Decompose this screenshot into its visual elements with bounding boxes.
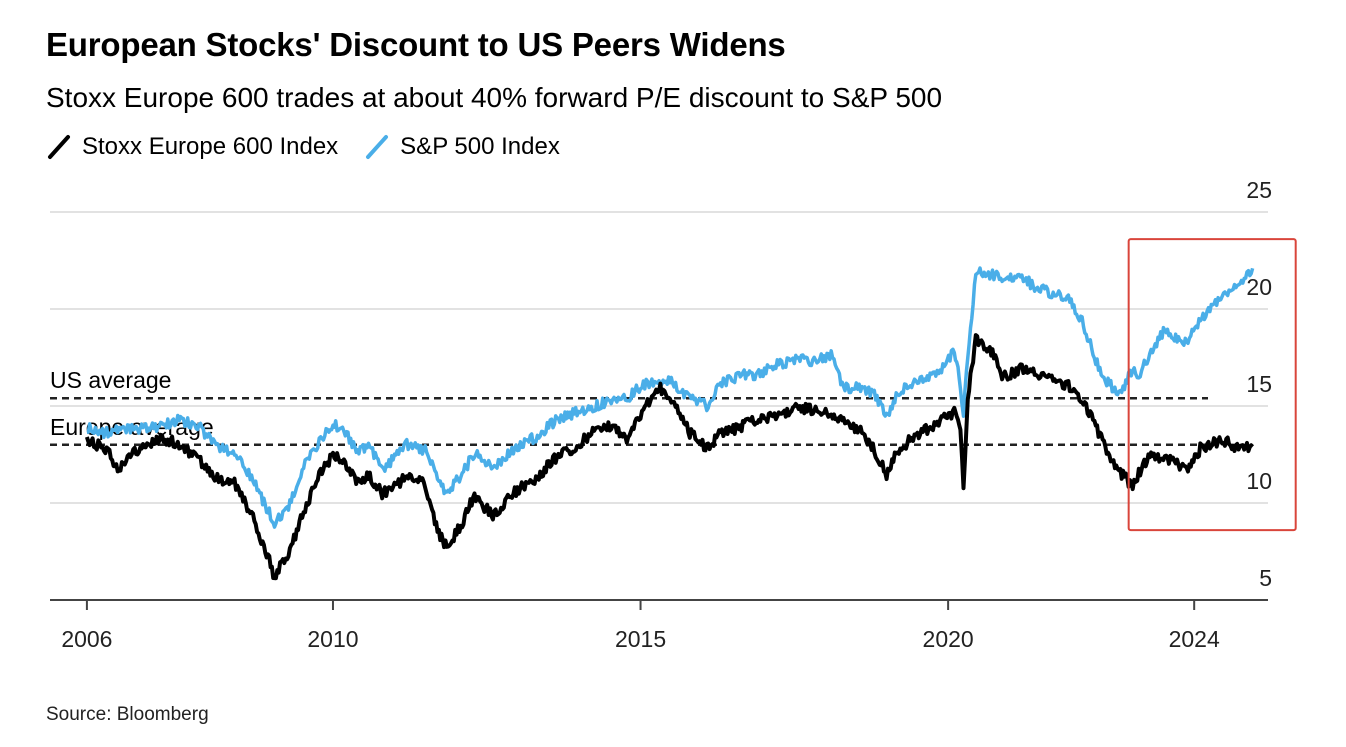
x-tick-label-2010: 2010: [307, 626, 358, 652]
reference-label-0: US average: [50, 367, 171, 393]
x-tick-label-2024: 2024: [1169, 626, 1220, 652]
y-tick-label-5: 5: [1259, 565, 1272, 591]
grid-lines: [50, 211, 1268, 504]
axes: 5 10 15 20 25 2006 2010 2015 2020 2024: [50, 177, 1272, 652]
x-tick-label-2020: 2020: [923, 626, 974, 652]
x-tick-label-2015: 2015: [615, 626, 666, 652]
y-tick-label-25: 25: [1246, 177, 1272, 203]
chart-legend: Stoxx Europe 600 Index S&P 500 Index: [46, 133, 586, 161]
y-tick-label-15: 15: [1246, 371, 1272, 397]
x-tick-label-2006: 2006: [61, 626, 112, 652]
legend-swatch-europe: [48, 135, 70, 159]
legend-label-europe: Stoxx Europe 600 Index: [82, 133, 339, 160]
legend-item-europe: Stoxx Europe 600 Index: [46, 133, 338, 161]
chart-subtitle: Stoxx Europe 600 trades at about 40% for…: [46, 82, 943, 113]
legend-item-us: S&P 500 Index: [364, 133, 560, 161]
series-line-europe: [84, 333, 1255, 581]
chart-title: European Stocks' Discount to US Peers Wi…: [46, 26, 786, 63]
series-lines: [84, 266, 1255, 581]
highlight-rect: [1127, 238, 1297, 532]
legend-swatch-us: [366, 135, 389, 159]
legend-label-us: S&P 500 Index: [400, 133, 560, 160]
series-line-us: [86, 266, 1255, 529]
source-note: Source: Bloomberg: [46, 704, 209, 725]
y-tick-label-20: 20: [1246, 274, 1272, 300]
highlight-box: [1127, 238, 1297, 532]
y-tick-label-10: 10: [1246, 468, 1272, 494]
